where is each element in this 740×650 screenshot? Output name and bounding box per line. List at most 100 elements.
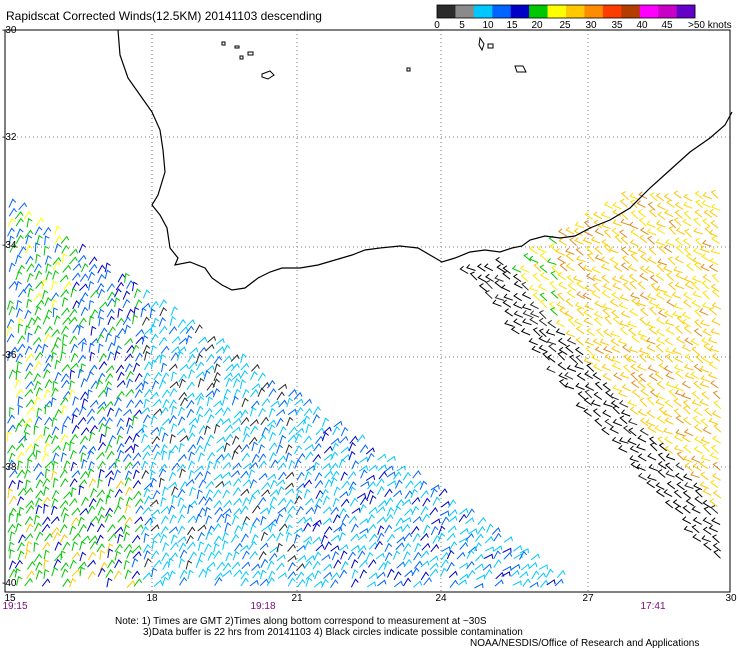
wind-barb bbox=[214, 572, 224, 581]
wind-barb bbox=[250, 370, 258, 381]
wind-barb bbox=[27, 332, 33, 343]
wind-barb bbox=[214, 506, 223, 516]
wind-barb bbox=[126, 580, 136, 588]
wind-barb bbox=[70, 516, 80, 526]
wind-barb bbox=[351, 460, 359, 470]
wind-barb bbox=[224, 513, 231, 524]
wind-barb bbox=[657, 469, 666, 478]
wind-barb bbox=[96, 543, 105, 553]
wind-barb bbox=[684, 363, 694, 371]
wind-barb bbox=[601, 239, 611, 248]
wind-barb bbox=[198, 336, 208, 344]
wind-barb bbox=[592, 372, 602, 381]
wind-barb bbox=[196, 489, 203, 500]
wind-barb bbox=[187, 353, 196, 363]
wind-barb bbox=[134, 399, 144, 408]
wind-barb bbox=[96, 451, 105, 460]
wind-barb bbox=[114, 526, 124, 535]
wind-barb bbox=[456, 551, 466, 560]
wind-barb bbox=[261, 398, 271, 407]
wind-barb bbox=[673, 266, 683, 274]
wind-barb bbox=[149, 499, 159, 507]
time-label-middle: 19:18 bbox=[250, 601, 276, 612]
wind-barb bbox=[655, 353, 664, 363]
wind-barb bbox=[240, 470, 249, 479]
wind-barb bbox=[132, 452, 142, 461]
wind-barb bbox=[674, 281, 685, 290]
wind-barb bbox=[51, 505, 58, 516]
wind-barb bbox=[701, 253, 711, 262]
lat-lon-grid bbox=[5, 30, 730, 592]
wind-barb bbox=[701, 280, 710, 290]
wind-barb bbox=[655, 482, 665, 490]
wind-barb bbox=[168, 399, 177, 409]
wind-barb bbox=[554, 578, 564, 587]
wind-barb bbox=[69, 577, 77, 588]
wind-barb bbox=[161, 576, 169, 587]
wind-barb bbox=[365, 474, 376, 481]
legend-label-10: 10 bbox=[482, 20, 494, 31]
wind-barb bbox=[150, 300, 159, 310]
wind-barb bbox=[71, 541, 79, 551]
wind-barb bbox=[700, 263, 710, 272]
wind-barb bbox=[682, 218, 692, 227]
wind-barb bbox=[213, 473, 223, 481]
wind-barb bbox=[260, 531, 268, 541]
wind-barb bbox=[8, 207, 17, 217]
wind-barb bbox=[185, 334, 193, 345]
wind-barb bbox=[25, 362, 34, 372]
wind-barb bbox=[376, 532, 385, 542]
wind-barb bbox=[33, 425, 39, 435]
wind-barb bbox=[396, 561, 406, 569]
wind-barb bbox=[204, 543, 212, 553]
wind-barb bbox=[646, 220, 656, 228]
wind-barb bbox=[161, 552, 170, 562]
wind-barb bbox=[179, 576, 188, 586]
wind-barb bbox=[24, 549, 32, 559]
wind-barb bbox=[141, 316, 150, 326]
wind-barb bbox=[545, 568, 554, 578]
wind-barb bbox=[612, 201, 622, 210]
wind-barb bbox=[77, 416, 87, 426]
wind-barb bbox=[242, 497, 250, 507]
wind-barb bbox=[45, 263, 52, 273]
lat-label-40: -40 bbox=[2, 578, 17, 589]
wind-barb bbox=[495, 256, 504, 266]
wind-barb bbox=[368, 506, 378, 515]
wind-barb bbox=[43, 486, 50, 497]
wind-barb bbox=[357, 550, 366, 560]
wind-barb bbox=[295, 427, 305, 435]
wind-barb bbox=[584, 370, 594, 380]
wind-barb bbox=[557, 271, 566, 281]
wind-barb bbox=[233, 569, 243, 578]
wind-barb bbox=[177, 406, 186, 417]
wind-barb bbox=[90, 380, 99, 389]
wind-barb bbox=[647, 256, 657, 264]
wind-barb bbox=[178, 373, 187, 383]
wind-barb bbox=[144, 361, 153, 371]
wind-barb bbox=[627, 355, 637, 363]
wind-barb bbox=[240, 488, 250, 496]
wind-barb bbox=[681, 392, 692, 400]
wind-barb bbox=[132, 362, 141, 372]
wind-barb bbox=[305, 506, 315, 515]
wind-barb bbox=[412, 533, 421, 543]
wind-barb bbox=[584, 338, 595, 346]
wind-barb bbox=[123, 543, 133, 553]
wind-barb bbox=[7, 325, 13, 336]
wind-barb bbox=[639, 397, 648, 407]
wind-barb bbox=[312, 522, 321, 532]
wind-barb bbox=[566, 289, 576, 299]
wind-barb bbox=[712, 390, 721, 400]
wind-barb bbox=[35, 561, 43, 571]
wind-barb bbox=[27, 452, 36, 461]
wind-barb bbox=[216, 513, 225, 523]
wind-barb bbox=[97, 478, 103, 489]
wind-barb bbox=[376, 478, 385, 487]
wind-barb bbox=[25, 234, 33, 245]
wind-barb bbox=[691, 524, 700, 534]
wind-barb bbox=[222, 480, 232, 488]
wind-barb bbox=[26, 570, 35, 579]
wind-barb bbox=[638, 191, 648, 200]
wind-barb bbox=[197, 377, 205, 388]
